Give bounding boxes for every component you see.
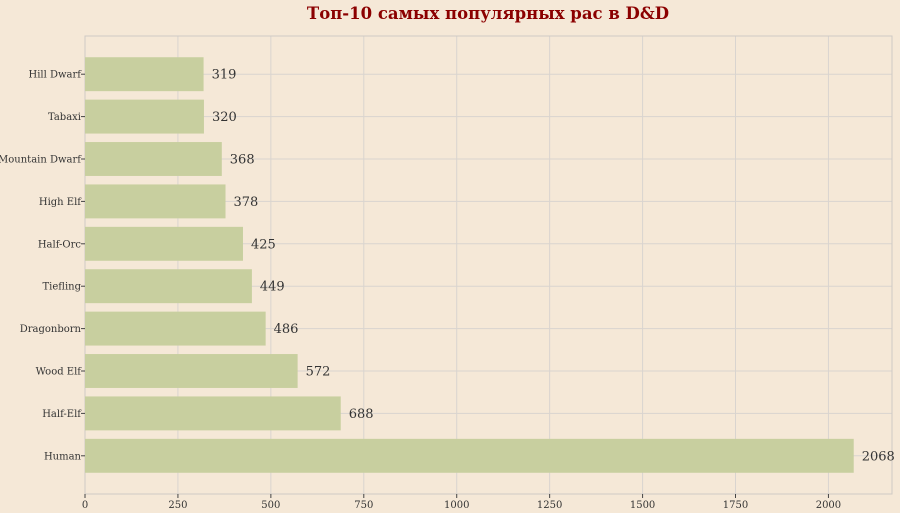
value-labels: 2068 688 572 486 449 425 378 368 320 319	[212, 68, 895, 465]
bar-wood-elf	[85, 354, 298, 388]
value-label: 449	[260, 280, 285, 295]
y-tick-label: High Elf	[39, 197, 82, 208]
x-tick-label: 1750	[723, 500, 748, 511]
bar-dragonborn	[85, 311, 266, 346]
bar-hill-dwarf	[85, 57, 204, 92]
y-tick-label: Human	[44, 451, 82, 462]
value-label: 368	[230, 153, 255, 168]
y-axis-labels: Human Half-Elf Wood Elf Dragonborn Tiefling H…	[0, 70, 85, 462]
value-label: 688	[349, 407, 374, 422]
bar-high-elf	[85, 184, 226, 219]
value-label: 425	[251, 237, 276, 252]
x-tick-label: 1250	[537, 500, 562, 511]
plot-frame	[84, 35, 893, 495]
bar-mountain-dwarf	[85, 142, 222, 176]
bar-half-elf	[85, 396, 341, 431]
chart-title: Топ-10 самых популярных рас в D&D	[307, 4, 669, 23]
x-tick-label: 1500	[630, 500, 655, 511]
value-label: 2068	[862, 449, 895, 464]
y-tick-label: Tiefling	[43, 282, 82, 293]
value-label: 378	[234, 195, 259, 210]
value-label: 319	[212, 68, 237, 83]
x-tick-label: 250	[168, 500, 187, 511]
y-tick-label: Half-Orc	[38, 239, 82, 250]
y-tick-label: Half-Elf	[42, 409, 82, 420]
x-axis-ticks: 0 250 500 750 1000 1250 1500 1750 2000	[82, 494, 841, 511]
x-tick-label: 2000	[816, 500, 841, 511]
bar-tabaxi	[85, 99, 204, 134]
y-tick-label: Tabaxi	[48, 112, 81, 123]
y-tick-label: Wood Elf	[36, 367, 83, 378]
bar-tiefling	[85, 269, 252, 304]
x-tick-label: 500	[261, 500, 280, 511]
x-tick-label: 750	[354, 500, 373, 511]
bar-half-orc	[85, 226, 243, 261]
bar-human	[85, 438, 854, 473]
x-tick-label: 1000	[444, 500, 469, 511]
y-tick-label: Dragonborn	[20, 324, 82, 335]
bars	[85, 57, 854, 473]
y-tick-label: Hill Dwarf	[28, 70, 82, 81]
y-tick-label: Mountain Dwarf	[0, 155, 82, 166]
x-tick-label: 0	[82, 500, 88, 511]
value-label: 572	[306, 365, 331, 380]
value-label: 486	[274, 322, 299, 337]
value-label: 320	[212, 110, 237, 125]
